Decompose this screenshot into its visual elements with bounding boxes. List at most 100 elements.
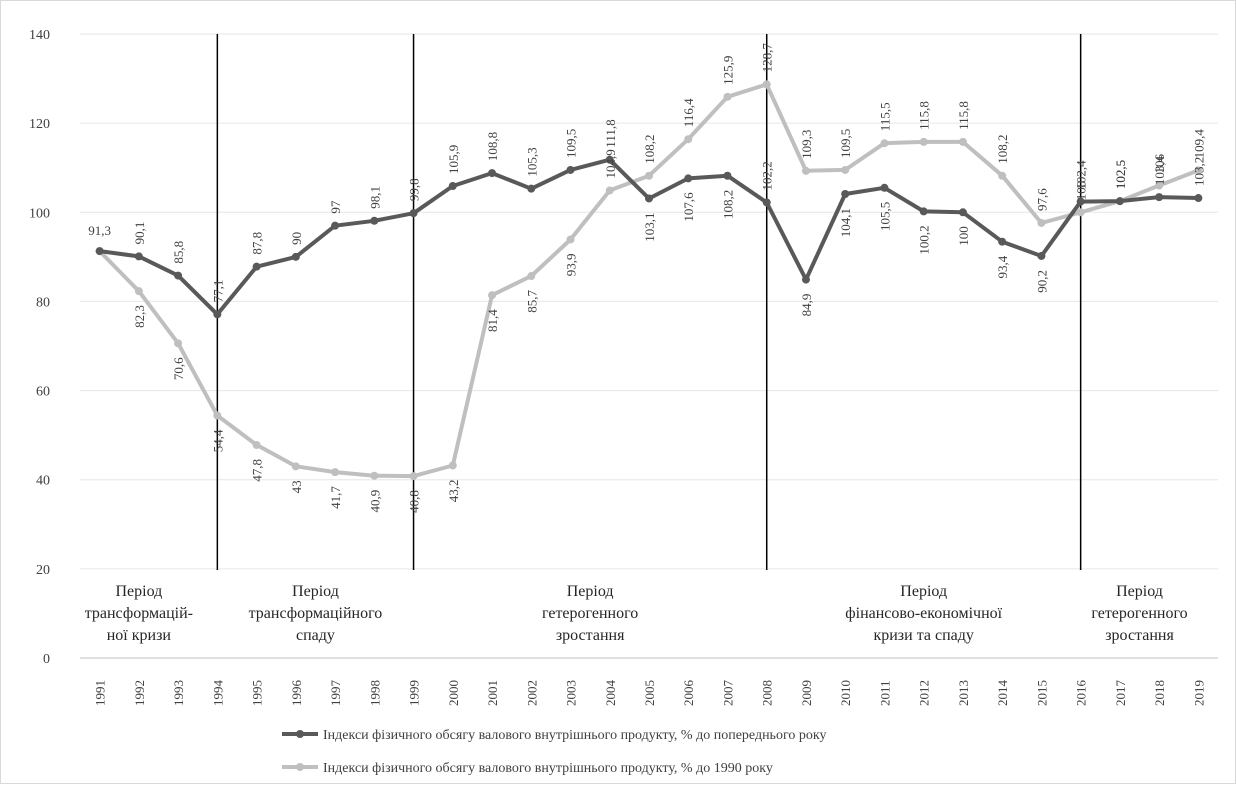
y-tick-label: 120 [29,117,50,132]
series-2-point [1194,166,1203,175]
data-label-series-2: 43 [289,480,304,493]
period-label-line: Період [567,583,614,600]
series-1-point [605,155,614,164]
data-label-series-1: 77,1 [210,280,225,303]
series-1-point [1194,194,1203,203]
series-2-point [762,80,771,89]
series-1-point [998,237,1007,246]
series-1-point [252,262,261,271]
data-label-series-1: 84,9 [799,294,814,317]
data-label-series-1: 90,1 [132,222,147,245]
data-label-series-2: 125,9 [720,56,735,85]
data-label-series-1: 105,5 [877,202,892,231]
x-tick-label: 2008 [760,680,775,706]
series-1-point [95,247,104,256]
data-label-series-2: 106 [1152,154,1167,174]
series-1-point [841,190,850,199]
x-tick-label: 2005 [642,680,657,706]
data-label-series-2: 97,6 [1034,188,1049,211]
x-tick-label: 2009 [799,680,814,706]
period-label-line: спаду [296,627,335,644]
x-tick-label: 2001 [485,680,500,706]
y-tick-label: 0 [43,652,50,667]
period-label: Період гетерогенного зростання [542,583,638,644]
x-tick-label: 2003 [564,680,579,706]
legend-label-2: Індекси фізичного обсягу валового внутрі… [323,761,773,776]
period-label-line: ної кризи [107,627,172,644]
data-label-series-2: 70,6 [171,357,186,380]
series-1-point [370,216,379,225]
legend-label-1: Індекси фізичного обсягу валового внутрі… [323,728,826,743]
series-1-point [527,184,536,193]
series-2-point [1037,218,1046,227]
series-1-point [1115,197,1124,206]
y-axis-ticks: 0 20 40 60 80 100 120 140 [29,28,50,667]
x-tick-label: 2016 [1074,680,1089,707]
series-2-point [252,440,261,449]
y-tick-label: 80 [36,295,50,310]
series-2-point [841,165,850,174]
x-tick-label: 2014 [995,680,1010,707]
data-label-series-2: 82,3 [132,305,147,328]
series-1-point [723,171,732,180]
series-2-point [645,171,653,180]
data-label-series-1: 100 [956,226,971,246]
series-1-point [488,169,497,178]
series-1-point [331,221,340,230]
series-1-point [1037,251,1046,260]
data-label-series-2: 81,4 [485,309,500,332]
y-tick-label: 140 [29,28,50,43]
data-label-series-2: 109,5 [838,129,853,158]
x-tick-label: 2000 [446,680,461,706]
x-tick-label: 1999 [407,680,422,706]
data-label-series-2: 54,4 [210,429,225,452]
series-2-point [998,171,1007,180]
x-tick-label: 2011 [877,680,892,706]
data-label-series-2: 85,7 [524,290,539,313]
data-label-series-2: 116,4 [681,98,696,127]
data-label-series-2: 40,9 [367,490,382,513]
y-tick-label: 100 [29,206,50,221]
data-label-series-1: 102,4 [1074,160,1089,190]
period-label-line: кризи та спаду [873,627,973,644]
data-label-series-1: 105,9 [446,145,461,174]
period-label: Період трансформацій-ної кризи [85,583,193,644]
series-2-point [684,135,693,144]
series-2-point [291,462,300,471]
data-label-series-1: 108,8 [485,132,500,161]
series-2-point [605,186,614,195]
series-2-point [1076,208,1085,217]
series-1-point [801,275,810,284]
data-label-series-2: 109,3 [799,130,814,159]
data-label-series-2: 109,4 [1191,129,1206,159]
x-tick-label: 1993 [171,680,186,706]
data-label-series-1: 93,4 [995,255,1010,278]
data-label-series-2: 93,9 [564,253,579,276]
x-tick-label: 2018 [1152,680,1167,706]
series-2-point [370,471,379,480]
data-label-series-2: 115,5 [877,102,892,131]
series-1-point [409,209,418,218]
period-label-line: трансформаційного [249,605,383,622]
series-1-point [684,174,693,183]
series-2-point [958,137,967,146]
legend-marker-1 [296,730,304,738]
data-label-series-1: 102,5 [1113,160,1128,189]
data-label-series-2: 40,8 [407,490,422,513]
data-label-series-2: 43,2 [446,479,461,502]
series-2-point [174,339,183,348]
data-label-series-1: 111,8 [603,119,618,147]
period-label-line: гетерогенного [1091,605,1187,622]
x-tick-label: 2004 [603,680,618,707]
data-label-series-1: 109,5 [564,129,579,158]
data-label-series-2: 108,2 [642,134,657,163]
legend-marker-2 [296,763,304,771]
series-2-point [1155,181,1164,190]
x-tick-label: 2006 [681,680,696,707]
data-label-series-1: 100,2 [917,225,932,254]
series-2-point [331,468,340,477]
data-label-series-2: 104,9 [603,149,618,178]
